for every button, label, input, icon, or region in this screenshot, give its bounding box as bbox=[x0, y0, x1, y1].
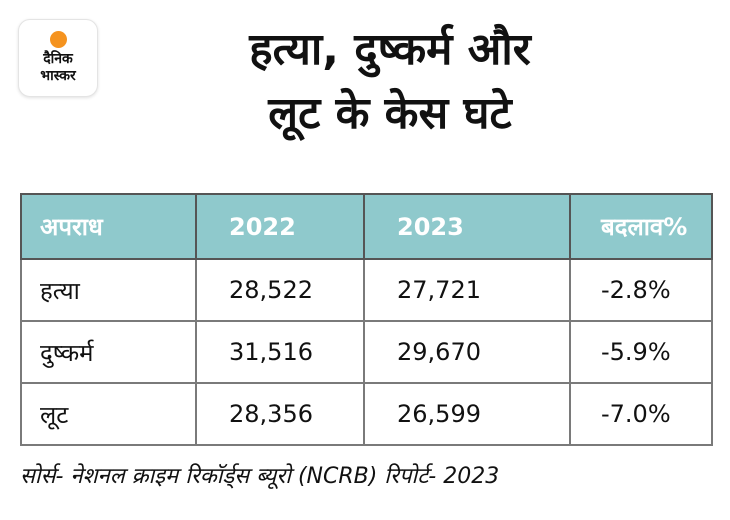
header-change: बदलाव% bbox=[569, 193, 713, 260]
header-crime: अपराध bbox=[20, 193, 197, 260]
page-title: हत्या, दुष्कर्म और लूट के केस घटे bbox=[110, 18, 670, 146]
title-line1: हत्या, दुष्कर्म और bbox=[249, 24, 531, 75]
logo-text-line2: भास्कर bbox=[40, 68, 76, 84]
table-row: लूट 28,356 26,599 -7.0% bbox=[20, 382, 713, 446]
table-header-row: अपराध 2022 2023 बदलाव% bbox=[20, 193, 713, 260]
header-2023: 2023 bbox=[363, 193, 571, 260]
cell-change: -7.0% bbox=[569, 382, 713, 446]
crime-table: अपराध 2022 2023 बदलाव% हत्या 28,522 27,7… bbox=[20, 193, 713, 446]
cell-2023: 26,599 bbox=[363, 382, 571, 446]
cell-change: -5.9% bbox=[569, 320, 713, 384]
logo-text-line1: दैनिक bbox=[43, 51, 73, 67]
header-2022: 2022 bbox=[195, 193, 365, 260]
title-line2: लूट के केस घटे bbox=[268, 88, 512, 139]
cell-crime: लूट bbox=[20, 382, 197, 446]
cell-2022: 31,516 bbox=[195, 320, 365, 384]
table-row: हत्या 28,522 27,721 -2.8% bbox=[20, 258, 713, 322]
sun-icon bbox=[50, 31, 67, 48]
cell-2023: 27,721 bbox=[363, 258, 571, 322]
cell-crime: हत्या bbox=[20, 258, 197, 322]
cell-crime: दुष्कर्म bbox=[20, 320, 197, 384]
source-note: सोर्स- नेशनल क्राइम रिकॉर्ड्स ब्यूरो (NC… bbox=[20, 464, 500, 489]
cell-2022: 28,522 bbox=[195, 258, 365, 322]
dainik-bhaskar-logo: दैनिक भास्कर bbox=[18, 19, 98, 97]
cell-2022: 28,356 bbox=[195, 382, 365, 446]
cell-change: -2.8% bbox=[569, 258, 713, 322]
table-row: दुष्कर्म 31,516 29,670 -5.9% bbox=[20, 320, 713, 384]
cell-2023: 29,670 bbox=[363, 320, 571, 384]
